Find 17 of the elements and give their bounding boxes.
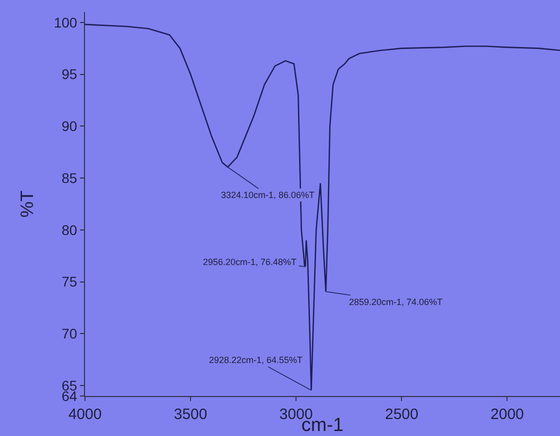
- x-tick-label: 2000: [490, 406, 524, 423]
- x-tick-label: 3500: [174, 406, 208, 423]
- y-tick-label: 95: [62, 66, 78, 82]
- annotation: 2859.20cm-1, 74.06%T: [349, 297, 444, 307]
- y-tick-label: 70: [62, 326, 78, 342]
- y-tick-label: 100: [54, 14, 78, 30]
- annotation: 2928.22cm-1, 64.55%T: [209, 355, 304, 365]
- y-axis-title: %T: [17, 190, 38, 218]
- y-tick-label: 80: [62, 222, 78, 238]
- line-series: [85, 24, 560, 391]
- y-tick-label: 90: [62, 118, 78, 134]
- y-tick-label: 75: [62, 274, 78, 290]
- x-tick-label: 4000: [68, 406, 102, 423]
- annotation: 2956.20cm-1, 76.48%T: [203, 257, 298, 267]
- y-tick-label: 85: [62, 170, 78, 186]
- annotation: 3324.10cm-1, 86.06%T: [221, 190, 316, 200]
- x-tick-label: 2500: [384, 406, 418, 423]
